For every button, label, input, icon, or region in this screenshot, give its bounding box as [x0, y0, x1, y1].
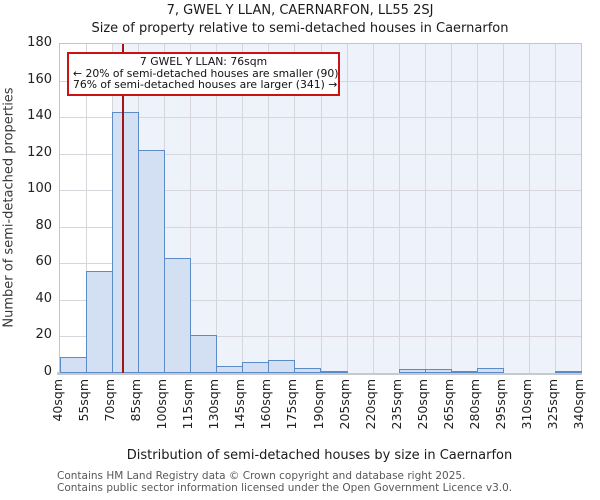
- x-tick-label-280sqm: 280sqm: [466, 379, 482, 430]
- x-tick-label-325sqm: 325sqm: [544, 379, 560, 430]
- histogram-bar-190sqm: [320, 371, 348, 373]
- x-tick-label-250sqm: 250sqm: [414, 379, 430, 430]
- annotation-larger-text: 76% of semi-detached houses are larger (…: [73, 78, 338, 91]
- histogram-bar-70sqm: [112, 111, 140, 373]
- x-tick-label-40sqm: 40sqm: [50, 379, 65, 422]
- annotation-smaller-text: ← 20% of semi-detached houses are smalle…: [73, 66, 339, 80]
- y-tick-label-20: 20: [35, 327, 52, 343]
- histogram-bar-115sqm: [190, 334, 218, 373]
- v-gridline: [554, 44, 556, 373]
- footer-line-1: Contains HM Land Registry data © Crown c…: [57, 470, 466, 482]
- plot-area: 7 GWEL Y LLAN: 76sqm ← 20% of semi-detac…: [59, 43, 582, 374]
- v-gridline: [294, 44, 296, 373]
- x-tick-label-190sqm: 190sqm: [310, 379, 326, 430]
- v-gridline: [528, 44, 530, 373]
- y-tick-label-60: 60: [35, 254, 52, 270]
- footer-line-2: Contains public sector information licen…: [57, 481, 513, 494]
- histogram-bar-235sqm: [398, 369, 426, 373]
- x-tick-label-85sqm: 85sqm: [128, 379, 144, 422]
- property-annotation-box: 7 GWEL Y LLAN: 76sqm ← 20% of semi-detac…: [67, 52, 340, 96]
- y-tick-label-140: 140: [27, 108, 52, 124]
- x-tick-label-175sqm: 175sqm: [284, 379, 300, 430]
- y-tick-label-100: 100: [27, 181, 52, 197]
- histogram-bar-175sqm: [294, 367, 322, 373]
- v-gridline: [86, 44, 88, 373]
- histogram-bar-55sqm: [86, 270, 114, 373]
- y-tick-label-80: 80: [35, 217, 52, 233]
- v-gridline: [216, 44, 218, 373]
- v-gridline: [190, 44, 192, 373]
- histogram-bar-265sqm: [450, 371, 478, 373]
- v-gridline: [372, 44, 374, 373]
- v-gridline: [502, 44, 504, 373]
- y-axis-title: Number of semi-detached properties: [1, 87, 17, 328]
- x-tick-label-205sqm: 205sqm: [336, 379, 352, 430]
- histogram-bar-85sqm: [138, 150, 166, 373]
- y-tick-label-0: 0: [43, 364, 52, 379]
- x-tick-label-220sqm: 220sqm: [362, 379, 378, 430]
- x-tick-label-310sqm: 310sqm: [518, 379, 534, 430]
- y-tick-label-180: 180: [27, 35, 52, 50]
- x-tick-label-265sqm: 265sqm: [440, 379, 456, 430]
- v-gridline: [320, 44, 322, 373]
- y-tick-label-160: 160: [27, 71, 52, 87]
- histogram-bar-280sqm: [476, 367, 504, 373]
- v-gridline: [450, 44, 452, 373]
- page-title: 7, GWEL Y LLAN, CAERNARFON, LL55 2SJ: [166, 3, 434, 18]
- v-gridline: [268, 44, 270, 373]
- v-gridline: [346, 44, 348, 373]
- x-tick-label-100sqm: 100sqm: [154, 379, 170, 430]
- histogram-bar-325sqm: [554, 371, 582, 373]
- x-axis-spine: [57, 372, 582, 375]
- histogram-bar-250sqm: [424, 369, 452, 373]
- page-subtitle: Size of property relative to semi-detach…: [91, 21, 509, 36]
- v-gridline: [398, 44, 400, 373]
- footer: Contains HM Land Registry data © Crown c…: [57, 470, 513, 494]
- histogram-bar-160sqm: [268, 360, 296, 373]
- x-tick-label-145sqm: 145sqm: [232, 379, 248, 430]
- histogram-bar-100sqm: [164, 257, 192, 373]
- x-axis-title: Distribution of semi-detached houses by …: [126, 448, 513, 463]
- x-tick-label-295sqm: 295sqm: [492, 379, 508, 430]
- y-tick-label-120: 120: [27, 144, 52, 160]
- v-gridline: [476, 44, 478, 373]
- histogram-bar-130sqm: [216, 365, 244, 373]
- y-tick-label-40: 40: [35, 290, 52, 306]
- x-tick-label-235sqm: 235sqm: [388, 379, 404, 430]
- property-size-marker-line: [121, 44, 124, 373]
- histogram-bar-40sqm: [60, 356, 88, 373]
- x-tick-label-55sqm: 55sqm: [76, 379, 92, 422]
- v-gridline: [424, 44, 426, 373]
- v-gridline: [242, 44, 244, 373]
- histogram-bar-145sqm: [242, 362, 270, 373]
- x-tick-label-340sqm: 340sqm: [571, 379, 586, 430]
- x-tick-label-115sqm: 115sqm: [180, 379, 196, 430]
- annotation-title: 7 GWEL Y LLAN: 76sqm: [139, 55, 268, 68]
- x-tick-label-160sqm: 160sqm: [258, 379, 274, 430]
- x-tick-label-70sqm: 70sqm: [102, 379, 118, 422]
- x-tick-label-130sqm: 130sqm: [206, 379, 222, 430]
